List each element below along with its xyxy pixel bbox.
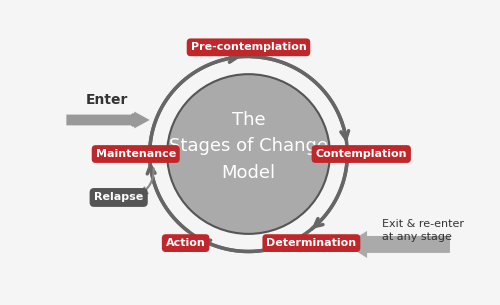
Text: Exit & re-enter
at any stage: Exit & re-enter at any stage bbox=[382, 219, 464, 242]
Text: Maintenance: Maintenance bbox=[96, 149, 176, 159]
Text: The
Stages of Change
Model: The Stages of Change Model bbox=[169, 111, 328, 182]
Ellipse shape bbox=[167, 74, 330, 234]
Text: Determination: Determination bbox=[266, 238, 356, 248]
Text: Action: Action bbox=[166, 238, 205, 248]
FancyArrow shape bbox=[346, 231, 450, 258]
Text: Contemplation: Contemplation bbox=[316, 149, 407, 159]
FancyArrow shape bbox=[66, 112, 150, 128]
Text: Relapse: Relapse bbox=[94, 192, 144, 203]
Text: Pre-contemplation: Pre-contemplation bbox=[190, 42, 306, 52]
Text: Enter: Enter bbox=[86, 93, 128, 107]
